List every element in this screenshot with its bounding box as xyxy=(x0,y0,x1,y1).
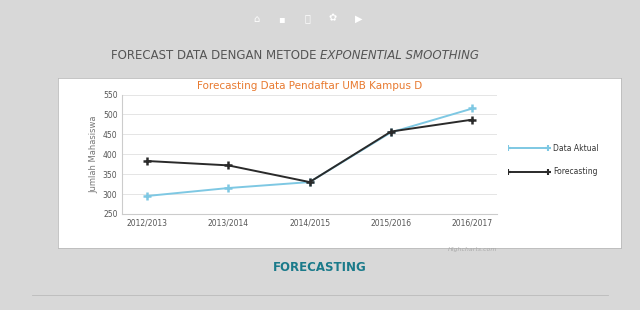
Text: Forecasting: Forecasting xyxy=(553,167,598,176)
Data Aktual xyxy=(468,107,476,110)
Data Aktual xyxy=(225,186,232,190)
Text: EXPONENTIAL SMOOTHING: EXPONENTIAL SMOOTHING xyxy=(320,49,479,62)
Text: ⤢: ⤢ xyxy=(304,14,310,24)
Line: Forecasting: Forecasting xyxy=(143,115,477,186)
Data Aktual xyxy=(306,180,314,184)
Forecasting xyxy=(387,130,395,133)
Forecasting xyxy=(143,159,150,163)
Line: Data Aktual: Data Aktual xyxy=(143,104,477,200)
Data Aktual xyxy=(387,131,395,134)
Text: Data Aktual: Data Aktual xyxy=(553,144,598,153)
Text: Highcharts.com: Highcharts.com xyxy=(447,247,497,252)
Y-axis label: Jumlah Mahasiswa: Jumlah Mahasiswa xyxy=(90,116,99,193)
Text: ✿: ✿ xyxy=(329,14,337,24)
Data Aktual xyxy=(143,194,150,198)
Forecasting xyxy=(225,163,232,167)
Text: ▶: ▶ xyxy=(355,14,362,24)
Forecasting xyxy=(306,180,314,184)
Text: ▪: ▪ xyxy=(278,14,285,24)
Forecasting xyxy=(468,118,476,122)
Text: FORECAST DATA DENGAN METODE: FORECAST DATA DENGAN METODE xyxy=(111,49,320,62)
Text: FORECASTING: FORECASTING xyxy=(273,261,367,274)
Text: ⌂: ⌂ xyxy=(253,14,259,24)
Title: Forecasting Data Pendaftar UMB Kampus D: Forecasting Data Pendaftar UMB Kampus D xyxy=(197,81,422,91)
